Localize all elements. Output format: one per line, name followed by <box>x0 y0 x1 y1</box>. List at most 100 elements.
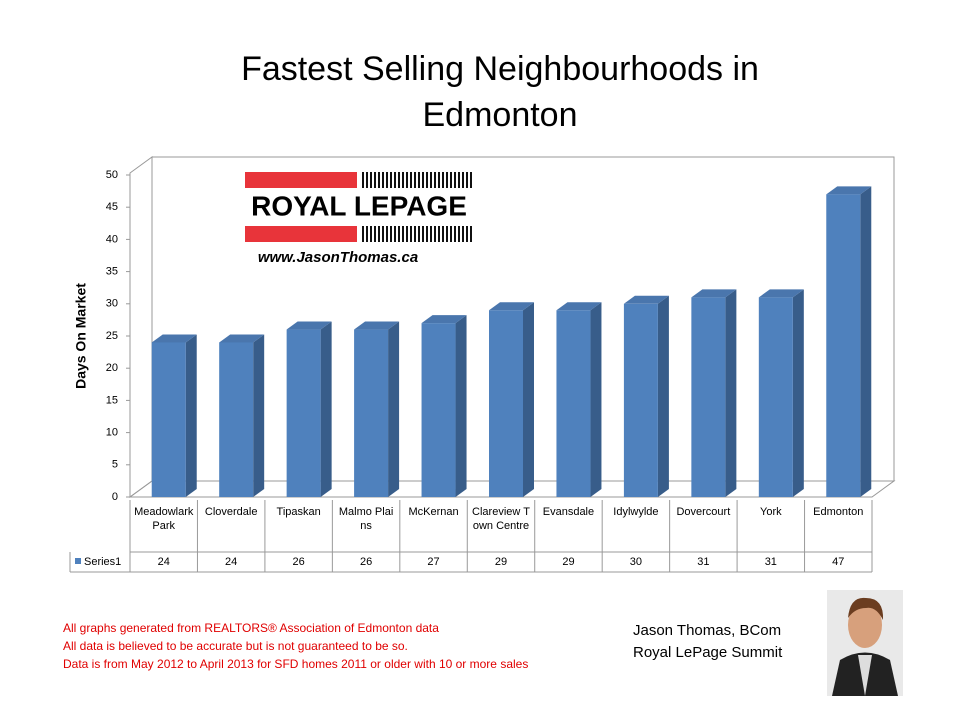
bar-top <box>421 315 467 324</box>
x-tick-label: Edmonton <box>813 506 864 518</box>
bar-side <box>792 289 804 497</box>
logo-stripe <box>390 226 392 242</box>
value-cell: 24 <box>158 556 170 568</box>
bar-side <box>860 186 872 497</box>
logo-stripe <box>450 172 452 188</box>
logo-stripe <box>406 226 408 242</box>
logo-stripe <box>394 172 396 188</box>
logo-brand: ROYAL LEPAGE <box>251 190 467 221</box>
logo-stripe <box>434 226 436 242</box>
logo-stripe <box>466 226 468 242</box>
logo-stripe <box>422 172 424 188</box>
bar-top <box>623 295 669 304</box>
logo-stripe <box>430 226 432 242</box>
value-cell: 29 <box>495 556 507 568</box>
bar-side <box>320 321 332 497</box>
photo-shirt <box>858 655 872 696</box>
y-tick-label: 15 <box>106 394 118 406</box>
logo-stripe <box>454 226 456 242</box>
x-tick-label: York <box>760 506 782 518</box>
logo-stripe <box>406 172 408 188</box>
logo-bar <box>245 172 357 188</box>
bar-top <box>151 334 197 343</box>
bar <box>421 323 456 497</box>
logo-stripe <box>390 172 392 188</box>
logo-stripe <box>418 226 420 242</box>
value-cell: 27 <box>427 556 439 568</box>
legend-label: Series1 <box>84 556 121 568</box>
logo-stripe <box>458 172 460 188</box>
bar <box>151 342 186 497</box>
bar-top <box>354 321 400 330</box>
logo-stripe <box>434 172 436 188</box>
x-tick-label: Malmo Plains <box>338 506 394 532</box>
logo-stripe <box>378 226 380 242</box>
logo-stripe <box>366 172 368 188</box>
y-tick-label: 35 <box>106 266 118 278</box>
logo-stripe <box>462 172 464 188</box>
side-wall <box>129 156 153 498</box>
bar-top <box>286 321 332 330</box>
logo-url: www.JasonThomas.ca <box>258 249 418 266</box>
author-company: Royal LePage Summit <box>633 644 783 661</box>
logo-stripe <box>454 172 456 188</box>
logo-stripe <box>418 172 420 188</box>
bar-top <box>556 302 602 311</box>
bar-side <box>253 334 265 497</box>
bar-side <box>388 321 400 497</box>
y-tick-label: 30 <box>106 298 118 310</box>
y-tick-label: 0 <box>112 491 118 503</box>
logo-stripe <box>382 172 384 188</box>
logo-stripe <box>466 172 468 188</box>
value-cell: 47 <box>832 556 844 568</box>
y-tick-label: 40 <box>106 233 118 245</box>
logo-stripe <box>446 226 448 242</box>
logo-stripe <box>430 172 432 188</box>
logo-stripe <box>366 226 368 242</box>
logo-stripe <box>470 172 472 188</box>
value-cell: 26 <box>293 556 305 568</box>
y-tick-label: 45 <box>106 201 118 213</box>
logo-stripe <box>458 226 460 242</box>
logo-stripe <box>470 226 472 242</box>
value-cell: 24 <box>225 556 237 568</box>
photo-head <box>848 602 882 648</box>
logo-stripe <box>446 172 448 188</box>
bar-top <box>219 334 265 343</box>
logo-stripe <box>386 226 388 242</box>
bar <box>623 303 658 497</box>
logo-stripe <box>426 226 428 242</box>
bar <box>354 329 389 497</box>
chart-title: Fastest Selling Neighbourhoods in Edmont… <box>241 50 759 134</box>
bar-side <box>657 295 669 497</box>
logo-stripe <box>394 226 396 242</box>
bar-top <box>691 289 737 298</box>
logo-stripe <box>402 172 404 188</box>
bar <box>758 297 793 497</box>
bar <box>219 342 254 497</box>
logo-stripe <box>426 172 428 188</box>
logo-stripe <box>398 226 400 242</box>
bar <box>489 310 523 497</box>
logo-stripe <box>382 226 384 242</box>
logo-bar <box>245 226 357 242</box>
bar-top <box>489 302 534 311</box>
value-cell: 26 <box>360 556 372 568</box>
logo-stripe <box>386 172 388 188</box>
value-cell: 29 <box>562 556 574 568</box>
value-cell: 31 <box>765 556 777 568</box>
logo-stripe <box>410 172 412 188</box>
bar-top <box>826 186 872 195</box>
x-tick-label: Clareview Town Centre <box>472 506 530 532</box>
y-axis-label: Days On Market <box>73 283 89 389</box>
x-tick-label: Dovercourt <box>676 506 731 518</box>
bar-side <box>523 302 534 497</box>
logo-stripe <box>362 226 364 242</box>
value-cell: 31 <box>697 556 709 568</box>
bar-side <box>185 334 197 497</box>
y-tick-label: 5 <box>112 459 118 471</box>
x-tick-label: Idylwylde <box>613 506 659 518</box>
bar <box>286 329 321 497</box>
